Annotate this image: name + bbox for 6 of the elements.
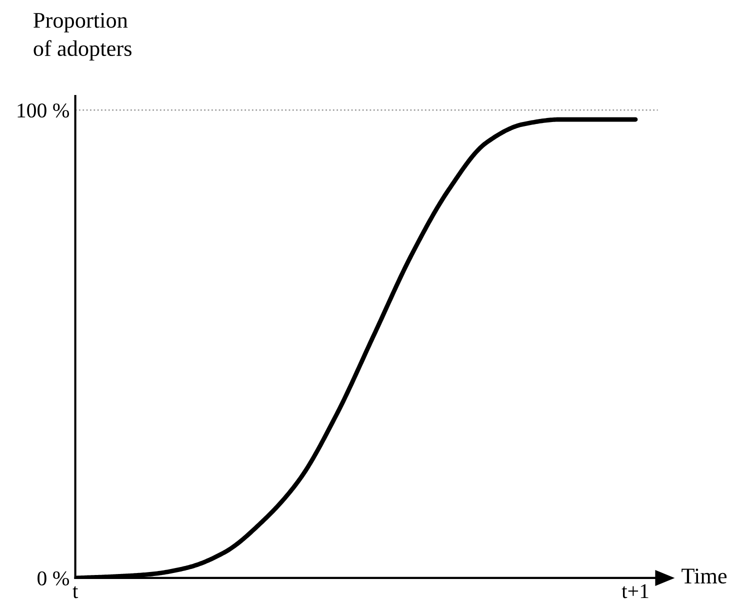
x-tick-label: t+1 bbox=[622, 584, 648, 598]
y-tick-label: 0 % bbox=[38, 571, 70, 586]
x-tick-label: t bbox=[72, 586, 78, 598]
y-axis-title: Proportion of adopters bbox=[34, 12, 132, 61]
x-axis-title: Time bbox=[682, 568, 727, 584]
y-tick-label: 100 % bbox=[18, 103, 70, 118]
